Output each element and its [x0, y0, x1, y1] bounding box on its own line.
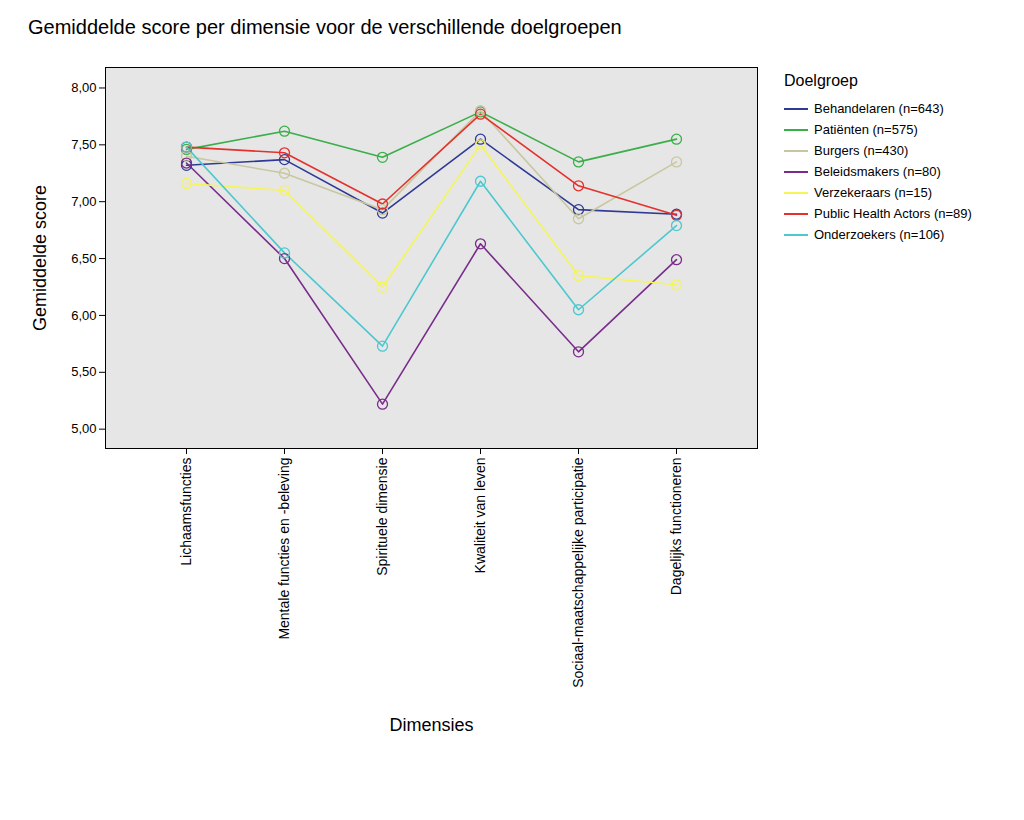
- html-text:Patiënten (n=575): Patiënten (n=575): [814, 122, 918, 137]
- svg-text:Dimensies: Dimensies: [389, 715, 473, 735]
- svg-text:Lichaamsfuncties: Lichaamsfuncties: [178, 458, 194, 566]
- html-text:Doelgroep: Doelgroep: [784, 72, 858, 89]
- svg-text:Gemiddelde score: Gemiddelde score: [30, 185, 50, 331]
- svg-text:Mentale functies en -beleving: Mentale functies en -beleving: [276, 458, 292, 640]
- svg-text:Sociaal-maatschappelijke parti: Sociaal-maatschappelijke participatie: [570, 457, 586, 688]
- svg-text:7,00: 7,00: [71, 194, 96, 209]
- svg-text:6,50: 6,50: [71, 251, 96, 266]
- html-text:Gemiddelde score per dimensie: Gemiddelde score per dimensie voor de ve…: [28, 16, 622, 38]
- svg-text:Dagelijks functioneren: Dagelijks functioneren: [668, 458, 684, 596]
- svg-text:5,50: 5,50: [71, 364, 96, 379]
- html-text:Burgers (n=430): Burgers (n=430): [814, 143, 909, 158]
- svg-text:7,50: 7,50: [71, 137, 96, 152]
- html-text:Beleidsmakers (n=80): Beleidsmakers (n=80): [814, 164, 941, 179]
- svg-text:Kwaliteit van leven: Kwaliteit van leven: [472, 458, 488, 574]
- svg-text:8,00: 8,00: [71, 80, 96, 95]
- html-text:Behandelaren (n=643): Behandelaren (n=643): [814, 101, 944, 116]
- svg-text:6,00: 6,00: [71, 308, 96, 323]
- html-text:Verzekeraars (n=15): Verzekeraars (n=15): [814, 185, 933, 200]
- svg-text:5,00: 5,00: [71, 421, 96, 436]
- html-text:Onderzoekers (n=106): Onderzoekers (n=106): [814, 227, 945, 242]
- html-text:Public Health Actors (n=89): Public Health Actors (n=89): [814, 206, 972, 221]
- svg-text:Spirituele dimensie: Spirituele dimensie: [374, 457, 390, 575]
